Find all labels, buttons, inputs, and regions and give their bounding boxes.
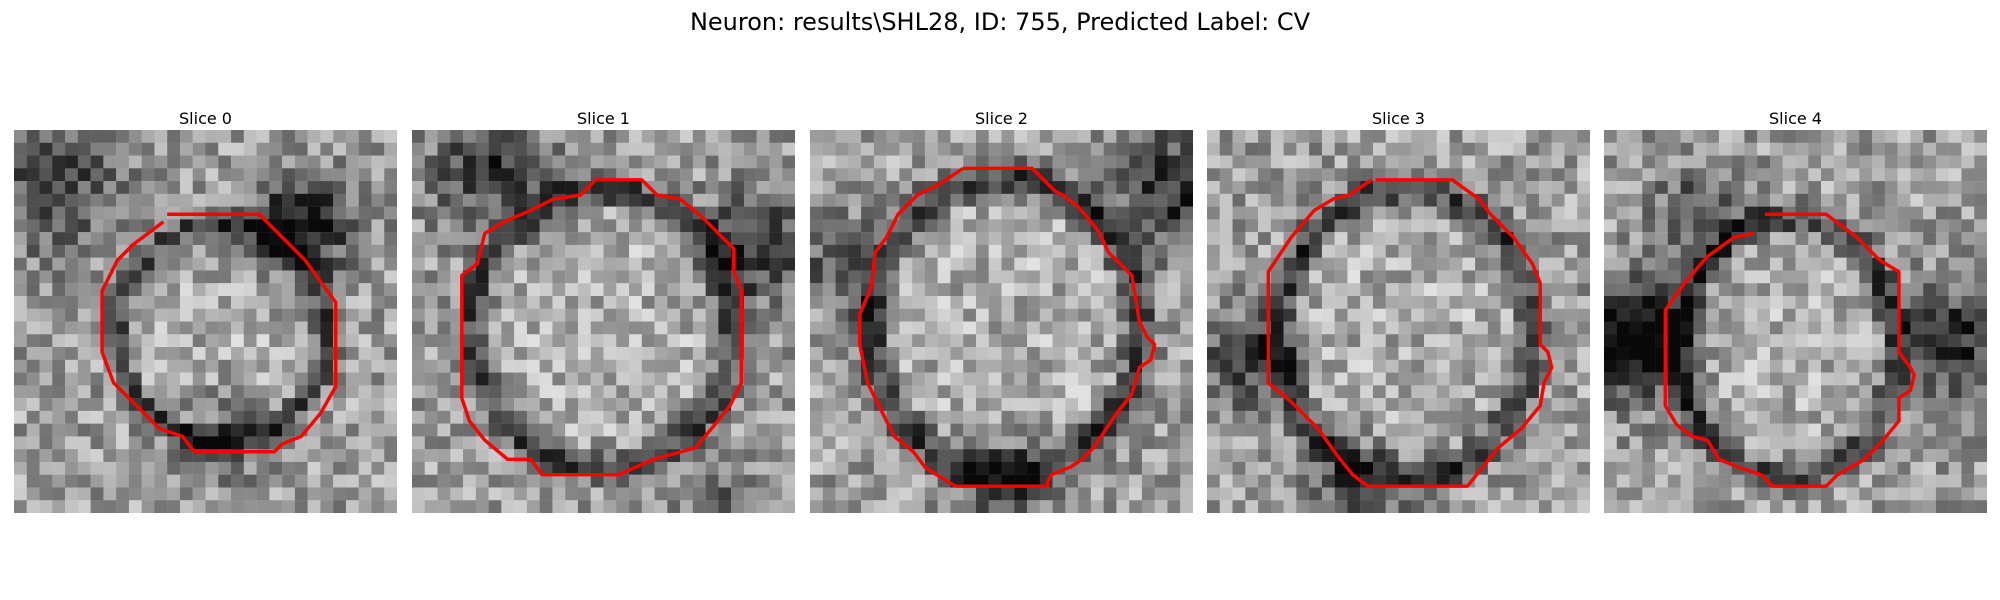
slice-panel-4: Slice 4 [1604,108,1987,513]
slice-panel-0: Slice 0 [14,108,397,513]
slice-panel-2: Slice 2 [810,108,1193,513]
slice-title-4: Slice 4 [1769,109,1822,128]
cell-contour-3 [1266,178,1554,488]
slice-title-2: Slice 2 [975,109,1028,128]
cell-contour-2 [858,166,1157,488]
slice-image-3 [1207,130,1590,513]
slice-image-2 [810,130,1193,513]
slice-panel-1: Slice 1 [412,108,795,513]
figure-title: Neuron: results\SHL28, ID: 755, Predicte… [689,8,1311,36]
slice-image-1 [412,130,795,513]
slice-title-3: Slice 3 [1372,109,1425,128]
slice-image-0 [14,130,397,513]
slice-title-0: Slice 0 [179,109,232,128]
cell-contour-0 [100,212,338,454]
cell-contour-1 [460,178,744,477]
slice-panel-3: Slice 3 [1207,108,1590,513]
slice-image-4 [1604,130,1987,513]
slice-title-1: Slice 1 [577,109,630,128]
cell-contour-4 [1663,212,1916,488]
